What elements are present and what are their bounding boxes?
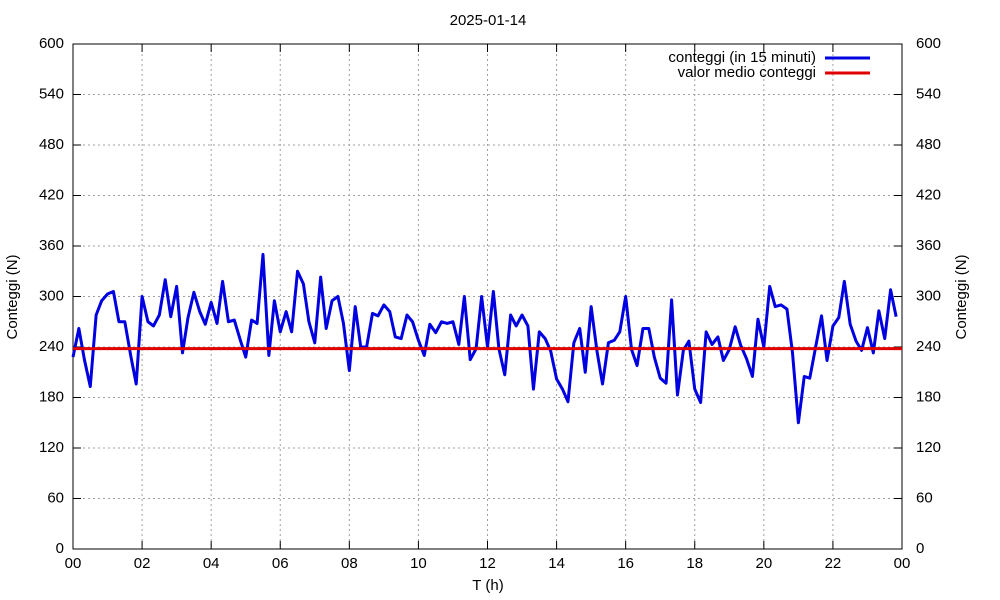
y-tick-label: 240 xyxy=(39,338,64,355)
x-tick-label: 00 xyxy=(894,555,911,572)
x-tick-label: 00 xyxy=(65,555,82,572)
x-tick-label: 10 xyxy=(410,555,427,572)
x-tick-label: 22 xyxy=(825,555,842,572)
y2-tick-label: 480 xyxy=(916,136,941,153)
x-tick-label: 12 xyxy=(479,555,496,572)
y-tick-label: 420 xyxy=(39,186,64,203)
y-tick-label: 180 xyxy=(39,388,64,405)
y2-tick-label: 600 xyxy=(916,35,941,52)
plot-frame xyxy=(72,43,903,550)
y-tick-label: 0 xyxy=(56,540,64,557)
y-tick-label: 360 xyxy=(39,237,64,254)
y2-tick-label: 300 xyxy=(916,287,941,304)
y2-tick-label: 60 xyxy=(916,489,933,506)
y-axis-label: Conteggi (N) xyxy=(4,254,21,339)
x-tick-label: 02 xyxy=(134,555,151,572)
y2-tick-label: 420 xyxy=(916,186,941,203)
y-tick-label: 300 xyxy=(39,287,64,304)
y-tick-label: 60 xyxy=(47,489,64,506)
y-tick-label: 540 xyxy=(39,85,64,102)
legend-label: conteggi (in 15 minuti) xyxy=(668,49,816,66)
y2-tick-label: 120 xyxy=(916,439,941,456)
x-tick-label: 20 xyxy=(755,555,772,572)
chart-title: 2025-01-14 xyxy=(450,12,527,29)
x-tick-label: 06 xyxy=(272,555,289,572)
y-tick-label: 600 xyxy=(39,35,64,52)
y2-tick-label: 0 xyxy=(916,540,924,557)
y-tick-label: 480 xyxy=(39,136,64,153)
x-tick-label: 08 xyxy=(341,555,358,572)
x-tick-label: 04 xyxy=(203,555,220,572)
x-tick-label: 18 xyxy=(686,555,703,572)
y2-axis-label: Conteggi (N) xyxy=(953,254,970,339)
y2-tick-label: 180 xyxy=(916,388,941,405)
y-tick-label: 120 xyxy=(39,439,64,456)
legend-label: valor medio conteggi xyxy=(678,64,816,81)
y2-tick-label: 240 xyxy=(916,338,941,355)
x-axis-label: T (h) xyxy=(472,577,503,594)
y2-tick-label: 360 xyxy=(916,237,941,254)
series-line xyxy=(71,252,898,425)
x-tick-label: 14 xyxy=(548,555,565,572)
y2-tick-label: 540 xyxy=(916,85,941,102)
x-tick-label: 16 xyxy=(617,555,634,572)
